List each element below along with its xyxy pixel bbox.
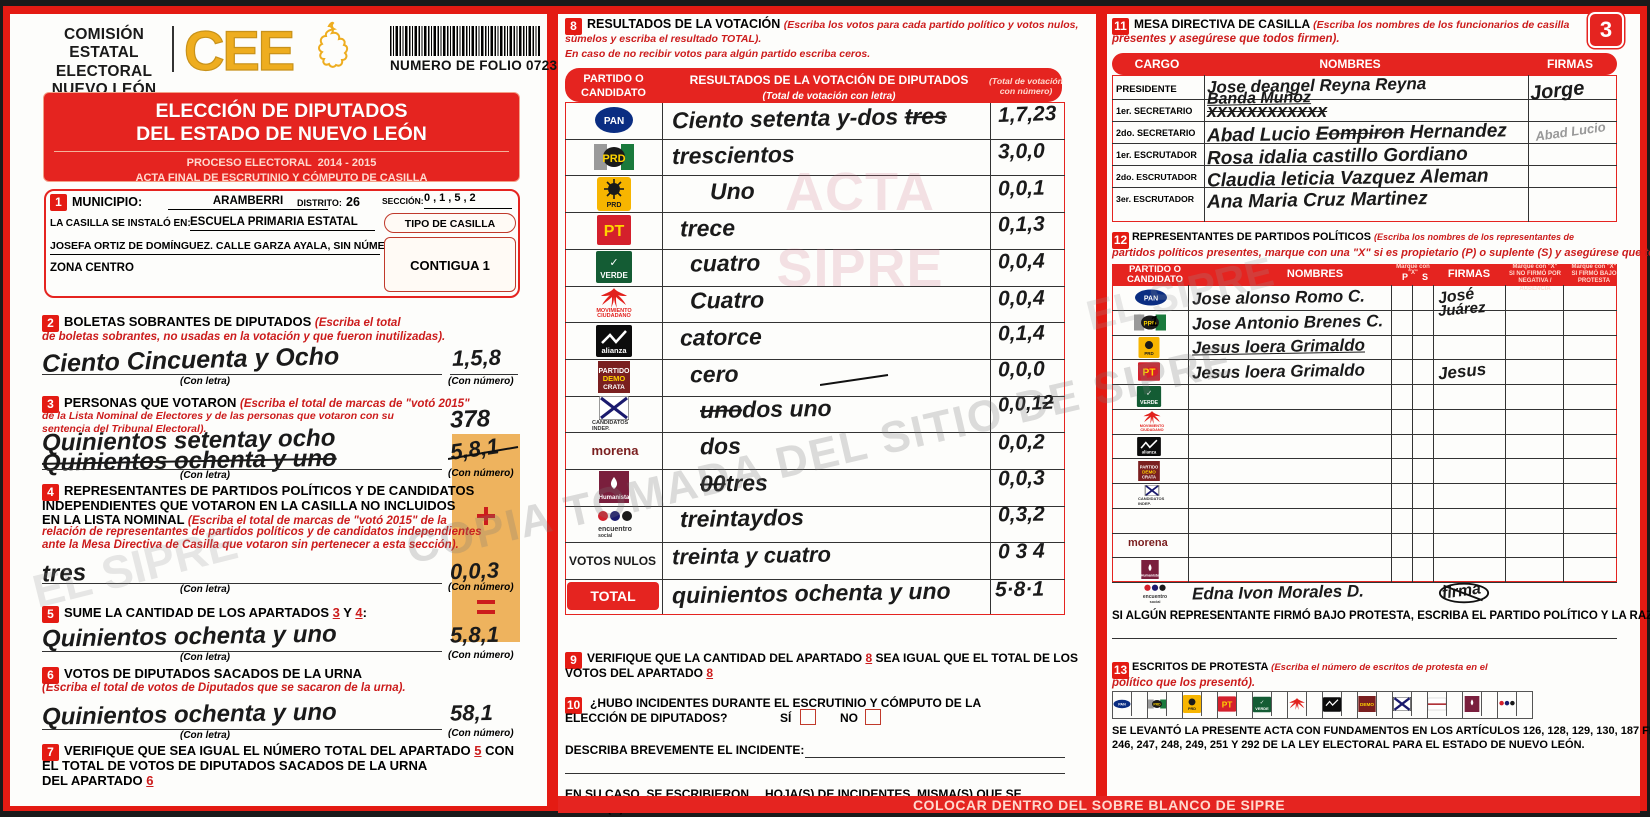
- svg-text:PRD: PRD: [1188, 707, 1196, 711]
- svg-text:DEMO: DEMO: [1360, 702, 1374, 707]
- svg-text:alianza: alianza: [601, 346, 627, 355]
- svg-text:VERDE: VERDE: [600, 271, 628, 280]
- svg-text:PRD: PRD: [1153, 703, 1161, 707]
- svg-text:PAN: PAN: [1118, 703, 1126, 707]
- svg-text:CRATA: CRATA: [1142, 474, 1156, 479]
- svg-text:PAN: PAN: [604, 116, 624, 127]
- svg-text:VERDE: VERDE: [1255, 705, 1269, 710]
- svg-text:PRD: PRD: [607, 202, 622, 209]
- svg-text:alianza: alianza: [1142, 449, 1157, 454]
- svg-text:PT: PT: [604, 223, 625, 240]
- svg-text:PRD: PRD: [602, 153, 625, 165]
- svg-text:Humanista: Humanista: [1141, 573, 1159, 577]
- svg-text:✓: ✓: [609, 257, 618, 269]
- svg-text:CRATA: CRATA: [603, 384, 625, 391]
- svg-text:✓: ✓: [1260, 699, 1265, 705]
- svg-text:DEMO: DEMO: [603, 374, 626, 383]
- svg-text:PT: PT: [1222, 699, 1233, 709]
